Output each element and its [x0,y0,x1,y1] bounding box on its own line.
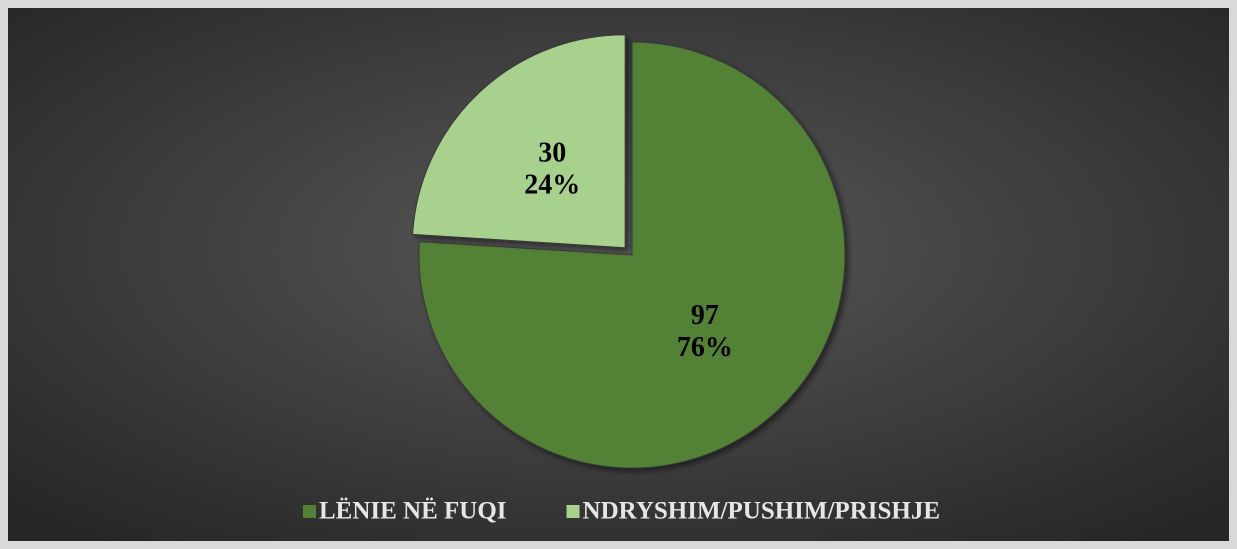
data-label-percent: 24% [524,169,580,200]
pie-slice [418,41,846,469]
data-label-percent: 76% [677,332,733,363]
data-label-value: 97 [691,300,719,331]
data-label-value: 30 [538,137,566,168]
legend: LËNIE NË FUQI NDRYSHIM/PUSHIM/PRISHJE [302,498,940,525]
legend-label: NDRYSHIM/PUSHIM/PRISHJE [583,498,940,525]
legend-label: LËNIE NË FUQI [319,498,507,525]
legend-swatch [566,505,580,518]
pie-slice [412,34,626,249]
legend-swatch [302,505,316,518]
